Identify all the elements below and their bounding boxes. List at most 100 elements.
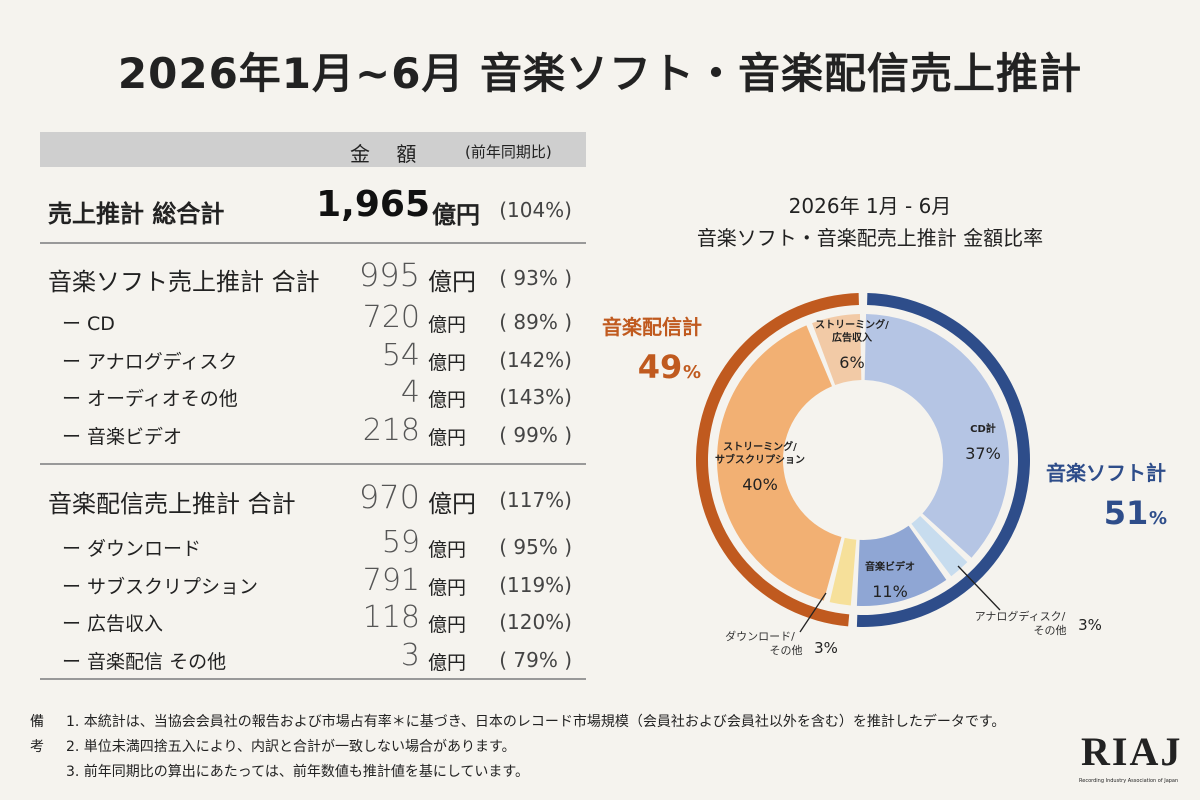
digital-total-label: 音楽配信売上推計 合計 [48,490,296,518]
header-amount: 金 額 [350,142,427,166]
table-row: ー 音楽配信 その他 3 億円 ( 79% ) [40,638,586,674]
item-unit: 億円 [428,389,467,411]
inner-ring-slice [864,314,1009,558]
table-row: ー サブスクリプション 791 億円 (119%) [40,563,586,599]
item-value: 218 [362,412,420,448]
soft-total-value: 995 [358,256,420,294]
table-row: ー 音楽ビデオ 218 億円 ( 99% ) [40,413,586,449]
divider [40,678,586,680]
soft-total-row: 音楽ソフト売上推計 合計 995 億円 ( 93% ) [40,256,586,296]
note-line: 1. 本統計は、当協会会員社の報告および市場占有率＊に基づき、日本のレコード市場… [66,714,1006,730]
item-yoy: (119%) [499,572,572,597]
logo-subtitle: Recording Industry Association of Japan [1079,778,1179,784]
item-unit: 億円 [428,426,467,449]
chart-title-line-2: 音楽ソフト・音楽配売上推計 金額比率 [696,226,1044,250]
table-row: ー 広告収入 118 億円 (120%) [40,600,586,636]
item-unit: 億円 [428,576,467,599]
slice-label: その他 [770,644,803,657]
total-label: 売上推計 総合計 [48,200,225,228]
outer-value-digital: 49 [638,348,683,386]
item-label: ー ダウンロード [62,538,202,560]
slice-label: 広告収入 [832,331,872,344]
slice-value: 3% [814,639,838,657]
total-value: 1,965 [316,184,430,225]
slice-label: サブスクリプション [715,453,805,466]
outer-label-digital: 音楽配信計 [602,315,702,339]
divider [40,463,586,465]
slice-value: 40% [742,475,778,494]
leader-line [799,592,827,633]
item-yoy: (143%) [499,385,572,409]
slice-label: ストリーミング/ [723,440,797,453]
slice-value: 37% [965,444,1001,463]
slice-value: 11% [872,582,908,601]
outer-pct-soft: % [1149,508,1167,529]
inner-ring-slice [812,314,862,386]
digital-total-row: 音楽配信売上推計 合計 970 億円 (117%) [40,478,586,518]
total-unit: 億円 [432,201,480,229]
soft-total-yoy: ( 93% ) [499,266,572,290]
item-label: ー サブスクリプション [62,575,259,598]
item-yoy: ( 79% ) [499,647,572,672]
chart-title-line-1: 2026年 1月 - 6月 [788,194,952,218]
item-yoy: ( 89% ) [499,310,572,334]
total-yoy: (104%) [499,198,572,222]
item-value: 3 [400,637,420,673]
total-row: 売上推計 総合計 1,965 億円 (104%) [40,184,586,234]
item-yoy: ( 99% ) [499,422,572,447]
chart-title: 2026年 1月 - 6月 音楽ソフト・音楽配売上推計 金額比率 [660,190,1080,254]
inner-ring-slice [716,325,842,601]
item-value: 118 [362,600,420,635]
item-yoy: (120%) [499,610,572,634]
notes-lead: 備考 [30,714,44,755]
note-line: 2. 単位未満四捨五入により、内訳と合計が一致しない場合があります。 [66,739,516,755]
inner-ring-slice [911,515,968,577]
item-label: ー アナログディスク [62,350,238,373]
table-row: ー CD 720 億円 ( 89% ) [40,300,586,336]
outer-label-soft: 音楽ソフト計 [1046,461,1166,485]
item-label: ー 広告収入 [62,613,164,635]
slice-label: ストリーミング/ [815,318,889,331]
item-unit: 億円 [428,314,467,336]
slice-label: アナログディスク/ [975,609,1066,623]
item-value: 4 [400,375,420,410]
item-label: ー オーディオその他 [62,388,238,410]
soft-total-label: 音楽ソフト売上推計 合計 [48,268,320,296]
outer-value-soft: 51 [1104,494,1149,532]
digital-total-unit: 億円 [428,490,476,518]
table-row: ー オーディオその他 4 億円 (143%) [40,375,586,411]
riaj-logo: RIAJ Recording Industry Association of J… [1073,728,1181,792]
item-label: ー CD [62,313,115,335]
logo-mark: RIAJ [1081,729,1183,774]
outer-pct-digital: % [683,362,701,383]
item-value: 791 [362,562,420,598]
item-value: 720 [362,300,420,335]
item-yoy: ( 95% ) [499,535,572,559]
item-label: ー 音楽配信 その他 [62,650,227,673]
page-title: 2026年1月~6月 音楽ソフト・音楽配信売上推計 [117,49,1083,98]
slice-label: ダウンロード/ [725,629,795,643]
item-unit: 億円 [428,351,467,374]
slice-value: 3% [1078,616,1102,634]
soft-total-unit: 億円 [428,268,476,296]
header-yoy: (前年同期比) [465,143,552,161]
slice-label: その他 [1034,624,1067,637]
slice-value: 6% [839,353,864,372]
digital-total-yoy: (117%) [499,488,572,512]
table-row: ー アナログディスク 54 億円 (142%) [40,338,586,374]
item-value: 59 [381,525,420,560]
table-header: 金 額 (前年同期比) [40,132,586,167]
item-unit: 億円 [428,651,467,674]
digital-total-value: 970 [358,478,420,516]
item-unit: 億円 [428,614,467,636]
inner-ring-slice [856,525,947,606]
item-value: 54 [381,337,420,373]
slice-label: 音楽ビデオ [865,560,915,573]
inner-ring-slice [829,537,857,606]
note-line: 3. 前年同期比の算出にあたっては、前年数値も推計値を基にしています。 [66,764,530,780]
table-row: ー ダウンロード 59 億円 ( 95% ) [40,525,586,561]
slice-label: CD計 [970,422,996,435]
leader-line [957,565,1001,611]
divider [40,242,586,244]
